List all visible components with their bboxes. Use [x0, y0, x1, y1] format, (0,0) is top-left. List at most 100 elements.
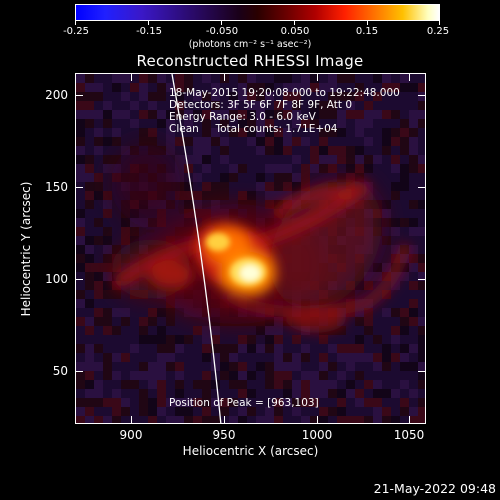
mosaic-cell [355, 317, 364, 326]
mosaic-cell [400, 101, 409, 110]
mosaic-cell [391, 380, 400, 389]
mosaic-cell [238, 74, 247, 83]
mosaic-cell [400, 371, 409, 380]
mosaic-cell [229, 155, 238, 164]
mosaic-cell [175, 416, 184, 423]
mosaic-cell [355, 92, 364, 101]
colorbar-tick [75, 21, 76, 25]
mosaic-cell [382, 218, 391, 227]
mosaic-cell [166, 119, 175, 128]
mosaic-cell [211, 362, 220, 371]
x-tick [224, 416, 225, 424]
mosaic-cell [94, 263, 103, 272]
mosaic-cell [382, 362, 391, 371]
mosaic-cell [292, 407, 301, 416]
info-time-range: 18-May-2015 19:20:08.000 to 19:22:48.000 [169, 87, 400, 99]
mosaic-cell [103, 416, 112, 423]
mosaic-cell [355, 173, 364, 182]
mosaic-cell [391, 119, 400, 128]
mosaic-cell [256, 110, 265, 119]
y-tick-label: 150 [45, 180, 68, 194]
mosaic-cell [166, 398, 175, 407]
mosaic-cell [139, 128, 148, 137]
mosaic-cell [400, 164, 409, 173]
mosaic-cell [139, 101, 148, 110]
mosaic-cell [355, 146, 364, 155]
mosaic-cell [220, 407, 229, 416]
mosaic-cell [409, 191, 418, 200]
mosaic-cell [130, 110, 139, 119]
peak-position-label: Position of Peak = [963,103] [169, 397, 319, 409]
mosaic-cell [112, 308, 121, 317]
mosaic-cell [382, 92, 391, 101]
mosaic-cell [103, 371, 112, 380]
mosaic-cell [400, 83, 409, 92]
mosaic-cell [373, 164, 382, 173]
info-clean-counts: Clean Total counts: 1.71E+04 [169, 123, 338, 135]
mosaic-cell [139, 335, 148, 344]
mosaic-cell [157, 380, 166, 389]
mosaic-cell [310, 83, 319, 92]
mosaic-cell [76, 353, 85, 362]
mosaic-cell [139, 110, 148, 119]
mosaic-cell [400, 362, 409, 371]
mosaic-cell [94, 164, 103, 173]
mosaic-cell [292, 389, 301, 398]
mosaic-cell [292, 416, 301, 423]
mosaic-cell [184, 74, 193, 83]
mosaic-cell [112, 416, 121, 423]
mosaic-cell [76, 200, 85, 209]
mosaic-cell [85, 407, 94, 416]
mosaic-cell [418, 326, 425, 335]
colorbar-tick [294, 21, 295, 25]
mosaic-cell [256, 335, 265, 344]
mosaic-cell [202, 344, 211, 353]
mosaic-cell [94, 308, 103, 317]
mosaic-cell [85, 74, 94, 83]
mosaic-cell [301, 119, 310, 128]
mosaic-cell [166, 83, 175, 92]
mosaic-cell [175, 353, 184, 362]
mosaic-cell [103, 272, 112, 281]
mosaic-cell [202, 119, 211, 128]
mosaic-cell [418, 83, 425, 92]
mosaic-cell [382, 227, 391, 236]
mosaic-cell [400, 236, 409, 245]
mosaic-cell [112, 74, 121, 83]
mosaic-cell [94, 317, 103, 326]
mosaic-cell [283, 128, 292, 137]
mosaic-cell [382, 209, 391, 218]
mosaic-cell [103, 254, 112, 263]
mosaic-cell [112, 290, 121, 299]
mosaic-cell [202, 317, 211, 326]
mosaic-cell [193, 83, 202, 92]
mosaic-cell [364, 92, 373, 101]
mosaic-cell [418, 389, 425, 398]
mosaic-cell [238, 164, 247, 173]
mosaic-cell [94, 335, 103, 344]
mosaic-cell [328, 137, 337, 146]
mosaic-cell [391, 209, 400, 218]
mosaic-cell [130, 353, 139, 362]
mosaic-cell [202, 146, 211, 155]
mosaic-cell [319, 119, 328, 128]
mosaic-cell [112, 299, 121, 308]
mosaic-cell [202, 380, 211, 389]
mosaic-cell [130, 119, 139, 128]
mosaic-cell [418, 398, 425, 407]
colorbar-tick-label: 0.050 [280, 26, 310, 37]
mosaic-cell [220, 164, 229, 173]
mosaic-cell [373, 407, 382, 416]
mosaic-cell [130, 218, 139, 227]
mosaic-cell [328, 371, 337, 380]
mosaic-cell [94, 380, 103, 389]
mosaic-cell [328, 335, 337, 344]
mosaic-cell [346, 371, 355, 380]
mosaic-cell [112, 389, 121, 398]
mosaic-cell [166, 362, 175, 371]
mosaic-cell [418, 146, 425, 155]
mosaic-cell [400, 326, 409, 335]
mosaic-cell [364, 344, 373, 353]
mosaic-cell [184, 128, 193, 137]
mosaic-cell [337, 344, 346, 353]
